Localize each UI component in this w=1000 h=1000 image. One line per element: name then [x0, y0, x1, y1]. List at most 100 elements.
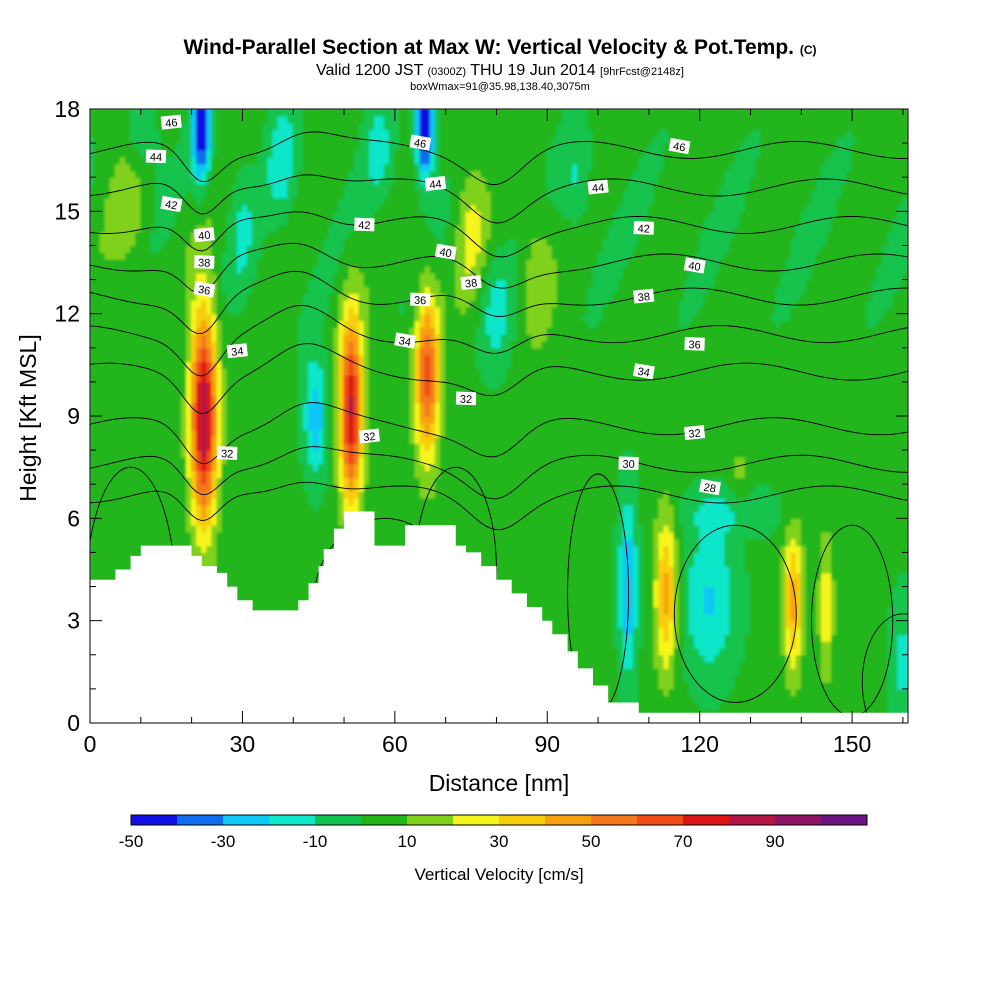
theta-label: 36 — [409, 292, 431, 307]
theta-label-text: 42 — [637, 223, 650, 235]
chart-title: Wind-Parallel Section at Max W: Vertical… — [0, 36, 1000, 62]
theta-label-text: 36 — [688, 339, 701, 351]
colorbar-swatch — [407, 815, 454, 825]
theta-label: 42 — [633, 221, 655, 236]
x-tick-label: 0 — [84, 731, 97, 757]
theta-label: 32 — [358, 428, 380, 444]
theta-label-text: 42 — [164, 199, 178, 213]
colorbar-tick-label: -50 — [119, 832, 144, 851]
colorbar-swatch — [223, 815, 270, 825]
theta-contour-36 — [90, 305, 908, 377]
colorbar-tick-label: 70 — [674, 832, 693, 851]
colorbar-swatch — [775, 815, 822, 825]
theta-label-text: 40 — [198, 230, 211, 243]
theta-contour-28 — [90, 481, 908, 531]
theta-label-text: 38 — [637, 291, 650, 304]
theta-label-text: 34 — [231, 346, 244, 359]
theta-label-text: 32 — [688, 427, 701, 440]
x-axis-label: Distance [nm] — [429, 770, 570, 796]
x-tick-label: 30 — [230, 731, 256, 757]
y-tick-label: 0 — [67, 710, 80, 736]
theta-contour-44 — [90, 174, 908, 224]
theta-contour-labels: 46 44 42 40 38 36 34 32 46 44 42 40 38 36 34 32 32 46 44 42… — [145, 114, 721, 496]
theta-lobe — [861, 613, 908, 723]
theta-label: 34 — [226, 343, 248, 359]
chart-title-main: Wind-Parallel Section at Max W: Vertical… — [183, 36, 794, 59]
theta-label-text: 36 — [197, 284, 211, 298]
colorbar: -50 -30 -10 10 30 50 70 90 — [119, 814, 868, 851]
colorbar-swatch — [361, 815, 408, 825]
theta-label: 42 — [160, 195, 183, 213]
theta-label-text: 46 — [413, 137, 427, 151]
y-tick-label: 6 — [67, 505, 80, 531]
theta-label: 36 — [684, 337, 705, 352]
theta-label-text: 38 — [464, 277, 477, 290]
colorbar-tick-label: -30 — [211, 832, 236, 851]
theta-label: 42 — [354, 217, 375, 232]
theta-contour-34 — [90, 343, 908, 415]
theta-label-text: 46 — [165, 117, 178, 130]
colorbar-swatch — [637, 815, 684, 825]
theta-label: 34 — [632, 363, 655, 380]
theta-label: 46 — [409, 134, 432, 151]
theta-contour-42 — [90, 211, 908, 258]
title-block: Wind-Parallel Section at Max W: Vertical… — [0, 36, 1000, 93]
theta-label: 32 — [216, 446, 238, 461]
theta-label-text: 36 — [414, 295, 427, 307]
theta-label: 38 — [460, 274, 482, 291]
plot-area: 46 44 42 40 38 36 34 32 46 44 42 40 38 36 34 32 32 46 44 42… — [89, 108, 909, 724]
theta-label: 30 — [618, 456, 639, 471]
colorbar-swatch — [545, 815, 592, 825]
theta-label: 44 — [424, 175, 447, 192]
colorbar-swatch — [315, 815, 362, 825]
colorbar-swatch — [177, 815, 224, 825]
y-tick-label: 3 — [67, 608, 80, 634]
colorbar-swatch — [821, 815, 868, 825]
theta-label: 32 — [683, 425, 706, 441]
colorbar-tick-label: 30 — [490, 832, 509, 851]
terrain-mask — [90, 511, 908, 723]
colorbar-swatch — [499, 815, 546, 825]
theta-label-text: 34 — [637, 366, 651, 380]
theta-label-text: 32 — [363, 431, 376, 444]
valid-prefix: Valid 1200 JST — [316, 62, 424, 79]
theta-contour-46 — [90, 131, 908, 185]
colorbar-swatch — [131, 815, 178, 825]
forecast-info: [9hrFcst@2148z] — [600, 66, 684, 78]
theta-label-text: 34 — [398, 335, 412, 349]
theta-label: 46 — [160, 114, 182, 130]
colorbar-swatch — [683, 815, 730, 825]
theta-label-text: 40 — [687, 260, 701, 274]
colorbar-label: Vertical Velocity [cm/s] — [414, 865, 583, 884]
theta-label-text: 44 — [150, 152, 163, 164]
box-info: boxWmax=91@35.98,138.40,3075m — [410, 81, 590, 93]
theta-contour-38 — [90, 270, 908, 335]
theta-contour-30 — [90, 446, 908, 500]
valid-zulu: (0300Z) — [427, 66, 467, 78]
y-tick-label: 12 — [54, 301, 80, 327]
theta-contour-40 — [90, 242, 908, 294]
x-tick-label: 60 — [382, 731, 408, 757]
valid-time-line: Valid 1200 JST (0300Z) THU 19 Jun 2014 [… — [0, 62, 1000, 81]
colorbar-swatch — [453, 815, 500, 825]
theta-label-text: 42 — [358, 220, 371, 232]
theta-label-text: 40 — [438, 246, 452, 260]
theta-label-text: 32 — [460, 394, 473, 406]
colorbar-tick-label: 50 — [582, 832, 601, 851]
theta-label: 36 — [193, 281, 216, 298]
theta-label-text: 38 — [198, 257, 211, 269]
colorbar-swatch — [729, 815, 776, 825]
theta-label: 38 — [194, 255, 215, 270]
theta-label-text: 30 — [622, 459, 635, 471]
theta-label: 32 — [455, 391, 477, 406]
colorbar-swatch — [591, 815, 638, 825]
theta-label-text: 44 — [591, 182, 604, 195]
theta-label: 44 — [145, 149, 167, 164]
x-tick-label: 120 — [681, 731, 719, 757]
colorbar-tick-label: 10 — [398, 832, 417, 851]
y-tick-label: 18 — [54, 96, 80, 122]
y-tick-label: 9 — [67, 403, 80, 429]
theta-label: 44 — [587, 179, 609, 195]
colorbar-tick-label: -10 — [303, 832, 328, 851]
